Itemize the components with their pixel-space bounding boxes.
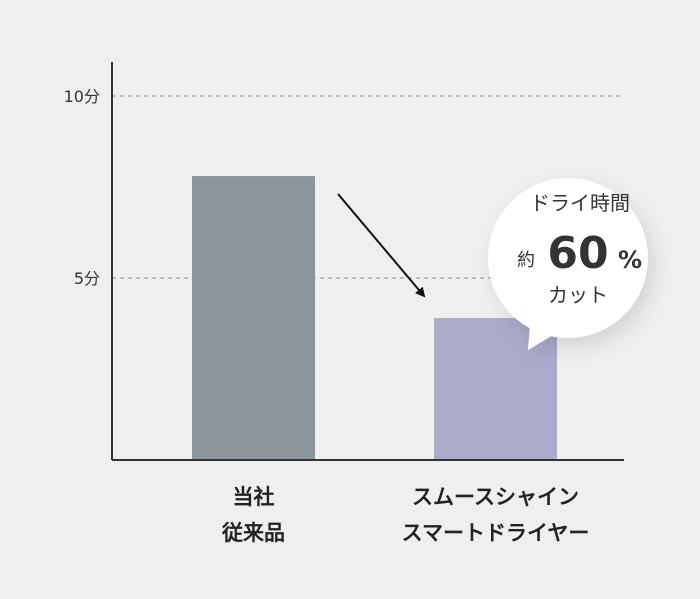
bar: [192, 176, 315, 460]
category-label: スムースシャイン: [412, 485, 579, 509]
y-tick-label: 10分: [64, 87, 100, 106]
callout-line3: カット: [548, 283, 608, 307]
decrease-arrow: [337, 193, 426, 298]
category-label: スマートドライヤー: [402, 521, 590, 545]
y-tick-label: 5分: [74, 269, 100, 288]
callout-line1: ドライ時間: [530, 191, 630, 215]
callout-bubble: [488, 178, 648, 350]
callout-unit: %: [618, 246, 642, 274]
category-label: 従来品: [221, 521, 285, 545]
category-label: 当社: [233, 485, 275, 509]
callout-value: 60: [547, 228, 608, 279]
callout-prefix: 約: [517, 250, 535, 271]
